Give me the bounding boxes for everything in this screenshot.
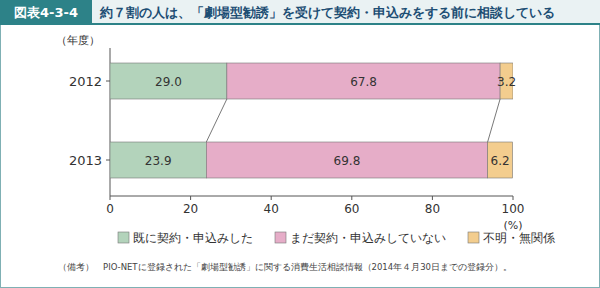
legend-swatch [275, 232, 286, 243]
y-tick [106, 81, 110, 82]
bar-segment [488, 142, 513, 178]
y-axis-label: （年度） [56, 34, 100, 47]
bar-segment [227, 63, 500, 99]
category-label: 2013 [69, 153, 102, 168]
x-tick [432, 196, 433, 200]
data-label: 6.2 [491, 154, 510, 168]
x-tick [110, 196, 111, 200]
figure-label-bg [0, 0, 92, 24]
note: （備考） PIO-NETに登録された「劇場型勧誘」に関する消費生活相談情報（20… [58, 262, 512, 272]
legend-swatch [468, 232, 479, 243]
bars [110, 63, 513, 178]
data-label: 67.8 [350, 75, 377, 89]
data-label: 3.2 [497, 75, 516, 89]
x-tick-label: 100 [502, 202, 525, 216]
x-tick-label: 80 [425, 202, 440, 216]
x-tick [513, 196, 514, 200]
figure-label: 図表4-3-4 [14, 5, 78, 20]
y-tick [106, 160, 110, 161]
x-axis [110, 196, 513, 197]
x-tick [190, 196, 191, 200]
frame [1, 1, 600, 288]
connector [488, 99, 500, 142]
bar-segment [206, 142, 487, 178]
header-bg [0, 0, 600, 24]
data-label: 29.0 [155, 75, 182, 89]
x-tick-label: 40 [264, 202, 279, 216]
bar-segment [110, 63, 227, 99]
data-label: 23.9 [145, 154, 172, 168]
x-tick-label: 0 [106, 202, 114, 216]
title: 約７割の人は、「劇場型勧誘」を受けて契約・申込みをする前に相談している [99, 5, 555, 20]
category-label: 2012 [69, 74, 102, 89]
data-label: 69.8 [334, 154, 361, 168]
legend-label: 不明・無関係 [483, 231, 555, 245]
chart-root: 図表4-3-4 約７割の人は、「劇場型勧誘」を受けて契約・申込みをする前に相談して… [0, 0, 600, 288]
x-tick-label: 20 [183, 202, 198, 216]
x-tick [351, 196, 352, 200]
legend-label: 既に契約・申込みした [133, 231, 253, 245]
bar-segment [110, 142, 206, 178]
x-tick [271, 196, 272, 200]
legend-label: まだ契約・申込みしていない [290, 231, 446, 245]
legend-swatch [118, 232, 129, 243]
x-tick-label: 60 [344, 202, 359, 216]
connector [206, 99, 227, 142]
